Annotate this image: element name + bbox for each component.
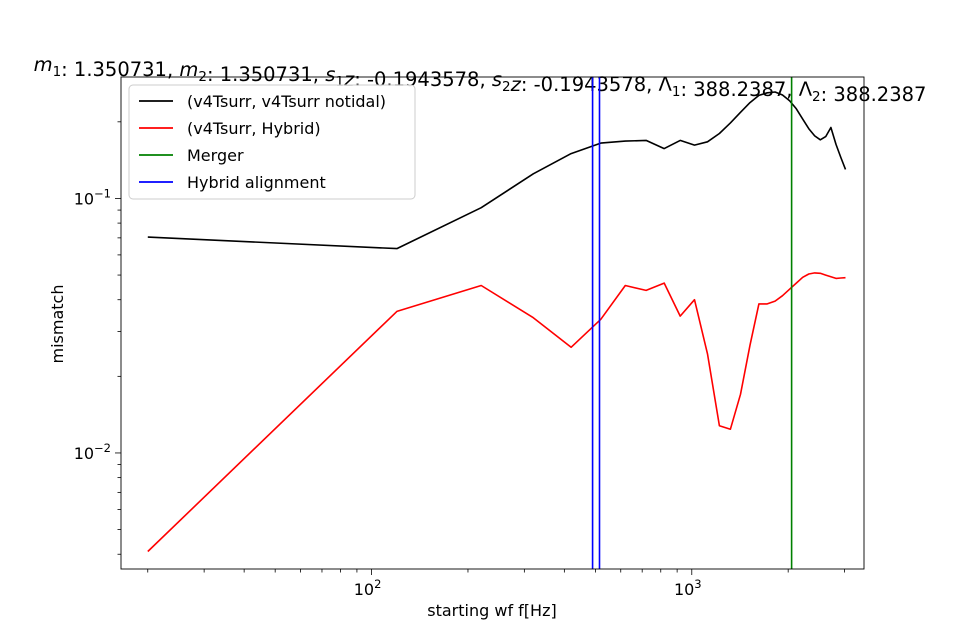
legend-label: (v4Tsurr, Hybrid) xyxy=(187,119,321,138)
legend-label: (v4Tsurr, v4Tsurr notidal) xyxy=(187,92,386,111)
title-part: : 1.350731, xyxy=(61,58,179,81)
y-tick-label: 10−1 xyxy=(74,186,111,208)
title-part: z xyxy=(510,73,522,96)
y-tick-label: 10−2 xyxy=(74,441,111,463)
legend-box xyxy=(128,84,416,200)
x-tick-label: 103 xyxy=(674,577,702,599)
series-line-1 xyxy=(147,272,846,553)
legend-label: Merger xyxy=(187,146,244,165)
legend: (v4Tsurr, v4Tsurr notidal) (v4Tsurr, Hybr… xyxy=(128,84,416,200)
title-part: 2 xyxy=(502,79,511,95)
x-axis-label: starting wf f[Hz] xyxy=(427,601,556,620)
title-part: 2 xyxy=(812,89,821,105)
legend-label: Hybrid alignment xyxy=(187,173,326,192)
title-part: 1 xyxy=(672,84,681,100)
title-part: : 1.350731, xyxy=(207,63,325,86)
title-part: 1 xyxy=(53,64,62,80)
title-part: : -0.1943578, xyxy=(521,73,659,96)
title-part: : 388.2387 xyxy=(821,83,927,106)
y-axis-label: mismatch xyxy=(48,285,67,364)
title-part: 1 xyxy=(335,74,344,90)
title-part: s xyxy=(492,68,502,91)
series-line-0 xyxy=(147,91,847,250)
title-part: m xyxy=(34,53,53,76)
title-part: Λ xyxy=(659,73,673,96)
plot-area: 102 103 10−2 10−1 (v4Tsurr, v4Tsurr notidal)… xyxy=(74,76,865,599)
title-part: s xyxy=(325,63,335,86)
axes-frame xyxy=(120,76,865,570)
title-part: : 388.2387, xyxy=(680,78,798,101)
title-part: Λ xyxy=(799,78,813,101)
title-part: m xyxy=(179,58,198,81)
x-tick-label: 102 xyxy=(354,577,382,599)
